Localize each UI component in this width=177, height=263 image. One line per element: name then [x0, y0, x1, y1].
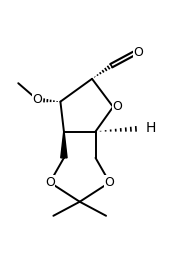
Text: O: O [33, 93, 42, 107]
Text: O: O [134, 46, 144, 59]
Text: O: O [45, 176, 55, 189]
Polygon shape [61, 132, 67, 158]
Text: H: H [145, 121, 156, 135]
Text: O: O [113, 99, 122, 113]
Text: O: O [105, 176, 115, 189]
